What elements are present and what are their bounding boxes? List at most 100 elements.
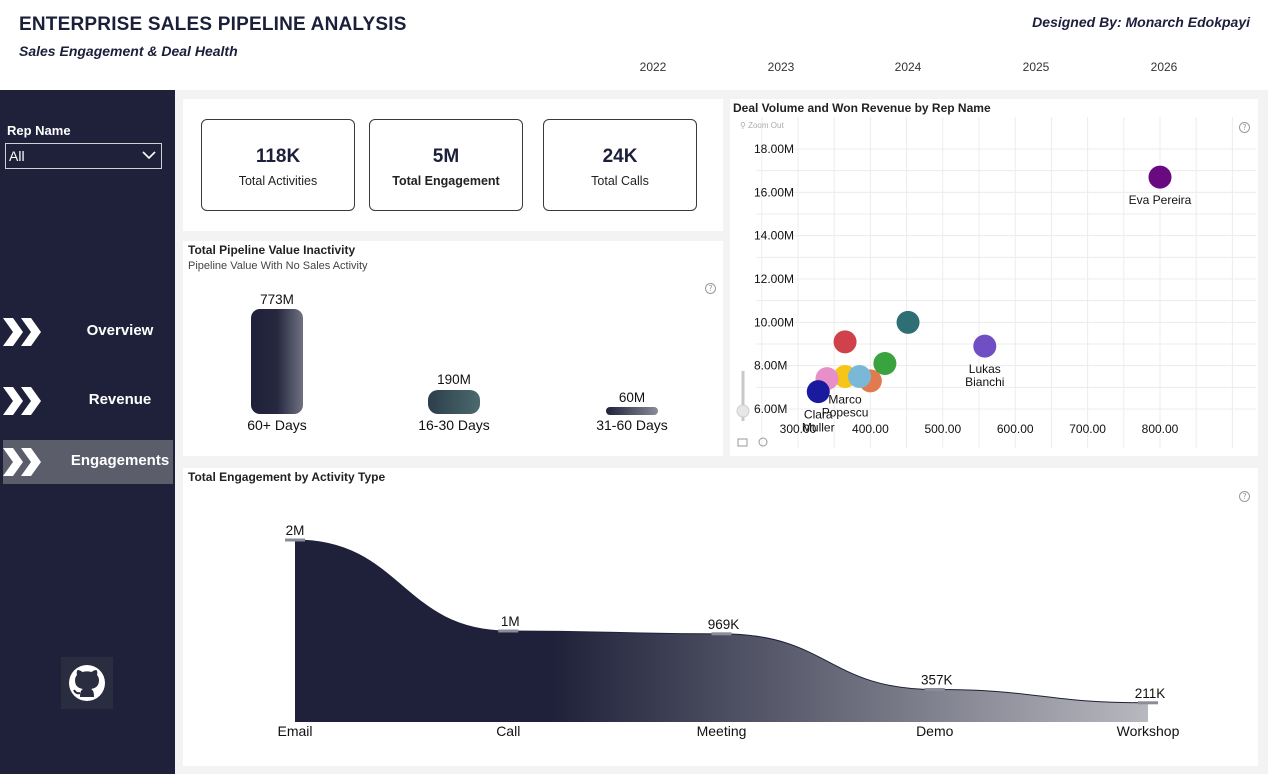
help-icon[interactable]: ? [1239,122,1250,133]
double-chevron-icon [3,387,41,415]
kpi-value: 5M [432,146,460,167]
kpi-label: Total Activities [238,174,318,188]
scatter-points [806,165,1172,404]
pill-label: 60+ Days [247,417,307,433]
github-icon [69,665,105,701]
y-tick-label: 16.00M [754,185,794,199]
help-icon[interactable]: ? [705,283,716,294]
zoom-slider-handle [736,404,750,418]
zoom-out-icon: ⚲ [740,121,746,130]
area-data-label: 2M [286,523,305,538]
y-tick-label: 14.00M [754,229,794,243]
scatter-panel: Deal Volume and Won Revenue by Rep Name … [730,99,1258,456]
year-2023[interactable]: 2023 [767,60,795,74]
page-title: ENTERPRISE SALES PIPELINE ANALYSIS [19,14,407,35]
double-chevron-icon [3,318,41,346]
kpi-panel: 118K Total Activities 5M Total Engagemen… [183,99,723,231]
zoom-out-button[interactable]: ⚲ Zoom Out [740,121,784,130]
y-tick-label: 6.00M [754,402,787,416]
scatter-chart: 6.00M 8.00M 10.00M 12.00M 14.00M 16.00M 18.00M… [736,117,1256,448]
point-label: Clara [804,408,833,422]
nav-engagements-label: Engagements [70,452,170,469]
scatter-point [896,310,920,334]
rep-name-dropdown[interactable]: All [5,143,162,169]
area-category-label: Meeting [697,723,747,739]
x-tick-label: 300.00 [780,422,817,436]
pill-label: 16-30 Days [418,417,490,433]
nav-overview[interactable]: Overview [3,310,173,354]
rep-name-label: Rep Name [7,123,71,138]
nav-revenue-label: Revenue [88,391,152,408]
pipeline-pills-chart [251,309,658,415]
year-slicer: 2022 2023 2024 2025 2026 [590,60,1230,76]
y-tick-label: 8.00M [754,359,787,373]
scatter-point [848,365,872,388]
chevron-down-icon [142,151,156,160]
year-2022[interactable]: 2022 [639,60,667,74]
designer-credit: Designed By: Monarch Edokpayi [1032,14,1250,30]
nav-revenue[interactable]: Revenue [3,379,173,423]
help-icon[interactable]: ? [1239,491,1250,502]
area-data-label: 969K [708,617,740,632]
kpi-card-total-engagement: 5M Total Engagement [369,119,523,211]
area-data-label: 357K [921,673,953,688]
point-label: Lukas [969,362,1001,376]
x-tick-label: 500.00 [924,422,961,436]
scatter-point [873,352,897,375]
sidebar: Rep Name All Overview Revenue [0,90,175,774]
kpi-value: 118K [255,146,301,167]
area-category-labels: Email Call Meeting Demo Workshop [277,723,1179,739]
area-category-label: Call [496,723,520,739]
year-2024[interactable]: 2024 [894,60,922,74]
area-marker [711,632,732,636]
area-data-label: 1M [501,614,520,629]
panel-subtitle: Pipeline Value With No Sales Activity [188,260,368,272]
y-tick-label: 10.00M [754,315,794,329]
pill-value: 773M [260,292,294,307]
double-chevron-icon [3,448,41,476]
area-marker [1138,701,1158,705]
scatter-point [973,334,997,358]
area-category-label: Workshop [1117,723,1180,739]
point-label: Bianchi [965,375,1004,389]
point-label: Eva Pereira [1129,193,1192,207]
pill-31-60-days [606,407,658,415]
year-2026[interactable]: 2026 [1150,60,1178,74]
scatter-y-ticks: 6.00M 8.00M 10.00M 12.00M 14.00M 16.00M 18.00M [754,142,794,416]
pill-value: 60M [618,390,646,405]
area-fill [295,540,1148,722]
panel-title: Total Pipeline Value Inactivity [188,243,356,257]
area-marker [285,538,305,542]
year-2025[interactable]: 2025 [1022,60,1050,74]
area-marker [498,629,519,633]
y-tick-label: 18.00M [754,142,794,156]
point-label: Popescu [822,406,869,420]
scatter-point [806,380,830,404]
nav-engagements[interactable]: Engagements [3,440,173,484]
rep-name-value: All [9,148,25,164]
x-tick-label: 700.00 [1069,422,1106,436]
kpi-card-total-calls: 24K Total Calls [543,119,697,211]
pill-value: 190M [437,372,471,387]
github-link[interactable] [61,657,113,709]
pill-label: 31-60 Days [596,417,668,433]
scatter-grid [756,117,1256,448]
point-label: Marco [828,393,862,407]
panel-title: Total Engagement by Activity Type [188,470,386,484]
scatter-point [1148,165,1172,189]
nav-overview-label: Overview [86,322,154,339]
kpi-label: Total Engagement [392,174,500,188]
area-category-label: Email [277,723,312,739]
page-subtitle: Sales Engagement & Deal Health [19,43,238,59]
header: ENTERPRISE SALES PIPELINE ANALYSIS Sales… [0,0,1268,90]
area-category-label: Demo [916,723,954,739]
kpi-card-total-activities: 118K Total Activities [201,119,355,211]
area-markers [285,538,1158,705]
engagement-area-chart: 2M 1M 969K 357K 211K Email Call Meeting Demo Wor… [277,523,1179,739]
area-data-label: 211K [1135,686,1166,701]
image-icon [737,438,748,447]
panel-title: Deal Volume and Won Revenue by Rep Name [733,101,991,115]
x-tick-label: 800.00 [1142,422,1179,436]
